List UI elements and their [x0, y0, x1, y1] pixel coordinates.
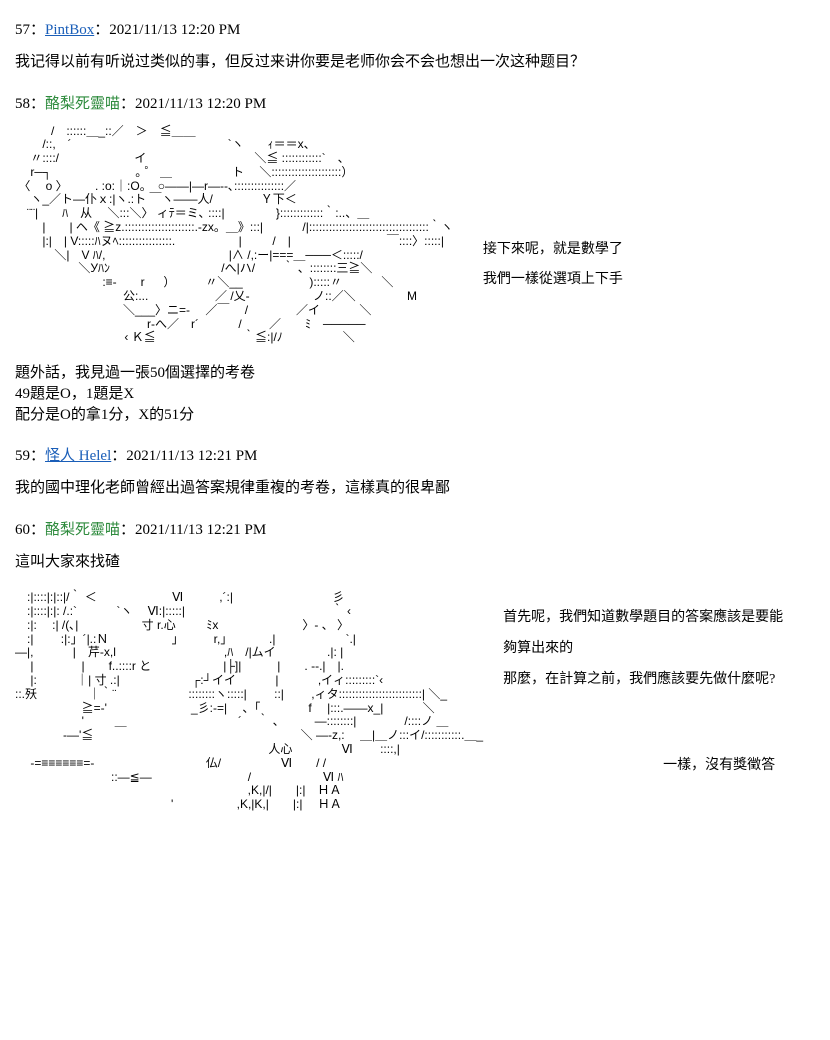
ascii-side-text: 首先呢，我們知道數學題目的答案應該是要能夠算出來的 那麼，在計算之前，我們應該要… [503, 603, 785, 781]
separator: ： [30, 522, 45, 538]
ascii-side-text: 接下來呢，就是數學了 我們一樣從選項上下手 [483, 235, 623, 297]
post-number: 60 [15, 522, 30, 538]
separator: ： [120, 522, 135, 538]
post-number: 57 [15, 22, 30, 38]
post-timestamp: 2021/11/13 12:21 PM [135, 522, 266, 538]
post-header: 57：PintBox：2021/11/13 12:20 PM [15, 18, 785, 39]
post-timestamp: 2021/11/13 12:21 PM [126, 448, 257, 464]
username-link[interactable]: 怪人 Helel [45, 448, 111, 464]
post-timestamp: 2021/11/13 12:20 PM [135, 96, 266, 112]
extra-text: 題外話，我見過一張50個選擇的考卷 49題是O，1題是X 配分是O的拿1分，X的… [15, 363, 785, 426]
ascii-art: :|::::|:|::|/｀ ＜ Ⅵ ,´:| 彡 :|::::|:|: /.:… [15, 591, 483, 812]
separator: ： [94, 22, 109, 38]
separator: ： [120, 96, 135, 112]
separator: ： [30, 96, 45, 112]
side-line-far: 一樣，沒有獎徵答 [663, 751, 785, 782]
side-line: 接下來呢，就是數學了 [483, 235, 623, 266]
ascii-art-block: / ::::::＿_::／ ＞ ≦＿＿ /::, ´ `ヽ ｨ＝＝x、 〃:::… [15, 125, 785, 346]
post-header: 59：怪人 Helel：2021/11/13 12:21 PM [15, 444, 785, 465]
separator: ： [111, 448, 126, 464]
username-link[interactable]: PintBox [45, 22, 94, 38]
separator: ： [30, 448, 45, 464]
post-body: 這叫大家來找碴 [15, 551, 785, 574]
separator: ： [30, 22, 45, 38]
post-timestamp: 2021/11/13 12:20 PM [109, 22, 240, 38]
post-number: 59 [15, 448, 30, 464]
ascii-art: / ::::::＿_::／ ＞ ≦＿＿ /::, ´ `ヽ ｨ＝＝x、 〃:::… [15, 125, 453, 346]
username-green: 酪梨死靈喵 [45, 96, 120, 112]
post-header: 60：酪梨死靈喵：2021/11/13 12:21 PM [15, 518, 785, 539]
side-line: 我們一樣從選項上下手 [483, 265, 623, 296]
ascii-art-block: :|::::|:|::|/｀ ＜ Ⅵ ,´:| 彡 :|::::|:|: /.:… [15, 591, 785, 812]
post-body: 我的國中理化老師曾經出過答案規律重複的考卷，這樣真的很卑鄙 [15, 477, 785, 500]
post-header: 58：酪梨死靈喵：2021/11/13 12:20 PM [15, 92, 785, 113]
post-number: 58 [15, 96, 30, 112]
side-line: 那麼，在計算之前，我們應該要先做什麼呢? [503, 665, 785, 696]
username-green: 酪梨死靈喵 [45, 522, 120, 538]
side-line: 首先呢，我們知道數學題目的答案應該是要能夠算出來的 [503, 603, 785, 665]
post-body: 我记得以前有听说过类似的事，但反过来讲你要是老师你会不会也想出一次这种题目？ [15, 51, 785, 74]
